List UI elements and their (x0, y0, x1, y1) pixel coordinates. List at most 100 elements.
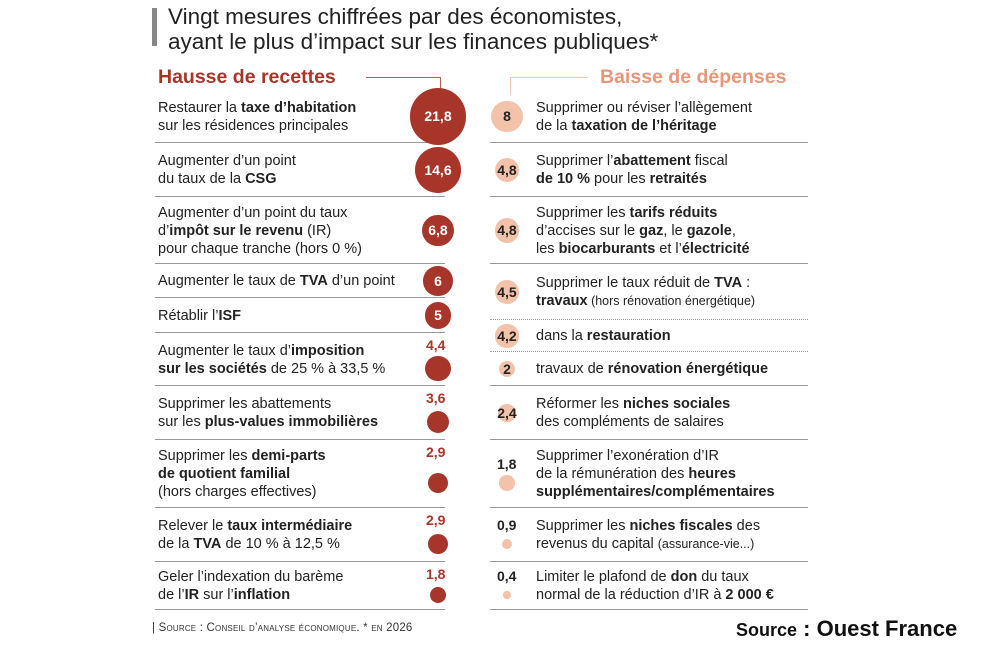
title: Vingt mesures chiffrées par des économis… (168, 4, 658, 54)
credit-value: : Ouest France (797, 616, 958, 641)
text: et l’ (655, 240, 682, 257)
text: revenus du capital (536, 536, 658, 552)
right-row (490, 320, 808, 352)
label-line: travaux de rénovation énergétique (536, 360, 768, 378)
heading-depenses: Baisse de dépenses (600, 66, 787, 88)
connector-left-v (440, 77, 441, 93)
label-line: Réformer les niches sociales (536, 395, 730, 413)
label-line: de l’IR sur l’inflation (158, 586, 343, 604)
right-value-label: 4,8 (497, 161, 517, 178)
left-row (155, 562, 445, 610)
credit: Source : Ouest France (736, 616, 957, 642)
text: dans la (536, 328, 587, 344)
text: travaux de (536, 361, 608, 377)
text: des compléments de salaires (536, 414, 724, 430)
text: de 10 % à 12,5 % (221, 536, 340, 552)
label-line: d’impôt sur le revenu (IR) (158, 222, 362, 240)
text: de l’ (158, 587, 185, 603)
source-note: | Source : Conseil d’analyse économique.… (152, 622, 413, 634)
label-line: sur les résidences principales (158, 117, 356, 135)
left-value-bubble (429, 586, 447, 604)
bold-text: tarifs réduits (629, 204, 718, 221)
right-row (490, 440, 808, 508)
left-value-bubble: 21,8 (409, 88, 466, 145)
text: Relever le (158, 518, 228, 534)
text: du taux (697, 569, 749, 585)
right-value-label: 4,2 (497, 327, 517, 344)
bold-text: abattement (613, 153, 691, 169)
label-line: Geler l’indexation du barème (158, 568, 343, 586)
text: de 25 % à 33,5 % (266, 360, 386, 377)
left-value-label: 6 (434, 272, 442, 289)
left-row (155, 333, 445, 386)
right-row-label: Supprimer l’exonération d’IR de la rémuné… (536, 447, 775, 501)
right-value-bubble: 8 (491, 100, 523, 133)
bold-text: gazole (686, 222, 732, 239)
bold-text: restauration (586, 328, 671, 344)
label-line: Supprimer les demi-parts (158, 447, 326, 465)
label-line: sur les plus-values immobilières (158, 413, 378, 431)
right-value-bubble: 2 (499, 361, 515, 377)
title-bar (152, 8, 157, 46)
right-row-label: Supprimer le taux réduit de TVA : travaux… (536, 274, 755, 310)
label-line: Augmenter le taux de TVA d’un point (158, 272, 395, 290)
left-row-label: Restaurer la taxe d’habitation sur les ré… (158, 99, 356, 135)
bold-text: gaz (639, 222, 664, 239)
text: de la rémunération des (536, 466, 689, 482)
text: sur l’ (199, 587, 234, 603)
bold-text: taux intermédiaire (227, 518, 353, 534)
text: des (732, 518, 761, 534)
text: (hors rénovation énergétique) (587, 294, 756, 308)
left-value-label: 2,9 (426, 512, 446, 528)
left-row-label: Augmenter d’un point du taux de la CSG (158, 152, 296, 188)
label-line: supplémentaires/complémentaires (536, 483, 775, 501)
text: du taux de la (158, 171, 246, 187)
bold-text: travaux (536, 293, 588, 309)
left-value-bubble (427, 533, 449, 555)
text: Supprimer les (536, 518, 630, 534)
text: Supprimer l’exonération d’IR (536, 448, 719, 464)
label-line: Augmenter d’un point du taux (158, 204, 362, 222)
right-value-bubble: 4,5 (495, 280, 519, 304)
text: Augmenter d’un point (158, 153, 296, 169)
left-row (155, 90, 445, 143)
left-row-label: Augmenter le taux de TVA d’un point (158, 272, 395, 290)
right-value-label: 2,4 (497, 404, 517, 421)
text: Supprimer l’ (536, 153, 614, 169)
left-value-label: 21,8 (424, 108, 452, 125)
right-value-label: 4,8 (497, 222, 517, 239)
left-row (155, 298, 445, 333)
right-row (490, 562, 808, 610)
left-row-label: Rétablir l’ISF (158, 307, 241, 325)
label-line: sur les sociétés de 25 % à 33,5 % (158, 360, 385, 378)
right-row (490, 143, 808, 197)
text: Geler l’indexation du barème (158, 569, 344, 585)
left-value-bubble: 14,6 (415, 147, 461, 193)
right-value-label: 2 (503, 360, 511, 377)
bold-text: biocarburants (558, 240, 656, 257)
text: Supprimer les (158, 448, 252, 464)
bold-text: TVA (193, 536, 222, 552)
bold-text: imposition (291, 342, 365, 359)
label-line: Supprimer les niches fiscales des (536, 517, 760, 535)
text: (hors charges effectives) (158, 484, 317, 500)
left-row-label: Relever le taux intermédiaire de la TVA d… (158, 517, 352, 553)
text: sur les (158, 414, 205, 430)
label-line: Supprimer les abattements (158, 395, 378, 413)
text: Augmenter le taux d’ (158, 342, 291, 359)
connector-right-v (510, 77, 511, 95)
label-line: dans la restauration (536, 327, 671, 345)
left-row (155, 440, 445, 508)
left-value-label: 3,6 (426, 390, 446, 406)
right-row-label: Supprimer les niches fiscales des revenus… (536, 517, 760, 553)
label-line: Relever le taux intermédiaire (158, 517, 352, 535)
right-value-label: 4,5 (497, 283, 517, 300)
bold-text: rénovation énergétique (607, 361, 769, 377)
bold-text: taxe d’habitation (241, 99, 357, 116)
bold-text: de 10 % (536, 171, 590, 187)
label-line: de la rémunération des heures (536, 465, 775, 483)
bold-text: plus-values immobilières (204, 414, 379, 430)
right-row-label: Limiter le plafond de don du taux normal … (536, 568, 774, 604)
label-line: revenus du capital (assurance-vie...) (536, 535, 760, 553)
